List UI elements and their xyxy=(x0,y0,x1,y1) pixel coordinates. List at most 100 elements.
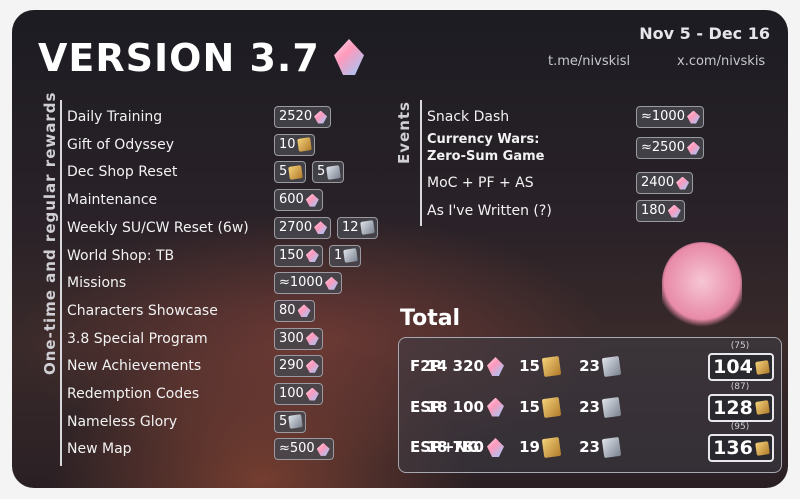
total-note: (75) xyxy=(730,341,750,351)
grand-total: 136 xyxy=(708,434,774,462)
reward-amount: 2700 xyxy=(279,219,313,235)
reward-amount: 12 xyxy=(342,219,359,235)
total-label: F2P xyxy=(410,357,442,375)
grand-total-value: 104 xyxy=(713,356,753,378)
jade-icon xyxy=(316,442,330,456)
reward-label: Gift of Odyssey xyxy=(67,136,174,153)
total-heading: Total xyxy=(400,306,461,331)
reward-badge: ≈500 xyxy=(274,438,334,461)
reward-amount: 600 xyxy=(279,192,304,208)
event-label: Snack Dash xyxy=(427,109,510,125)
total-spec: 23 xyxy=(579,357,600,375)
reward-amount: 5 xyxy=(279,164,288,180)
reward-amount: 5 xyxy=(279,413,288,429)
card: VERSION 3.7 Nov 5 - Dec 16 t.me/nivskisl… xyxy=(12,10,788,488)
reward-badge: 2400 xyxy=(636,172,694,194)
reward-badge: 12 xyxy=(337,216,378,239)
jade-icon xyxy=(305,193,319,207)
jade-icon xyxy=(334,39,365,75)
reward-badge: 180 xyxy=(636,200,685,222)
reward-label: Nameless Glory xyxy=(67,413,178,430)
grand-total-value: 128 xyxy=(713,396,753,419)
reward-amount: 180 xyxy=(641,203,666,218)
character-art xyxy=(662,242,742,330)
icon-wrap xyxy=(487,357,504,380)
jade-icon xyxy=(324,276,338,290)
jade-icon xyxy=(676,176,690,190)
reward-label: Weekly SU/CW Reset (6w) xyxy=(67,219,249,236)
grand-total: 128 xyxy=(708,393,774,422)
reward-badge: 150 xyxy=(274,244,323,267)
telegram-link[interactable]: t.me/nivskisl xyxy=(548,54,631,69)
reward-label: Characters Showcase xyxy=(67,302,218,319)
grand-total: 104 xyxy=(708,353,774,381)
reward-badge: 100 xyxy=(274,383,323,405)
spec-icon xyxy=(601,436,622,459)
total-note: (87) xyxy=(730,381,750,392)
title: VERSION 3.7 xyxy=(38,36,365,80)
jade-icon xyxy=(314,221,328,235)
reward-badge: ≈1000 xyxy=(274,272,342,295)
jade-icon xyxy=(305,359,319,373)
event-label: Currency Wars: Zero-Sum Game xyxy=(427,131,544,165)
icon-wrap xyxy=(601,436,622,461)
reward-amount: ≈500 xyxy=(279,441,315,457)
total-pass: 15 xyxy=(519,357,540,375)
grand-total-value: 136 xyxy=(713,437,753,459)
rewards-heading: One-time and regular rewards xyxy=(41,91,59,375)
total-label: ESP xyxy=(410,397,443,416)
event-label: As I've Written (?) xyxy=(427,203,552,219)
reward-amount: 2400 xyxy=(641,175,675,190)
total-jade: 18 780 xyxy=(426,438,484,456)
reward-badge: 80 xyxy=(274,299,315,322)
reward-badge: 2520 xyxy=(274,106,332,128)
jade-icon xyxy=(686,141,700,155)
total-jade: 18 100 xyxy=(426,397,484,416)
reward-label: Maintenance xyxy=(67,192,158,209)
total-pass: 19 xyxy=(519,438,540,456)
event-label-line: Zero-Sum Game xyxy=(427,149,545,164)
spec-icon xyxy=(359,220,375,236)
jade-icon xyxy=(487,438,504,457)
pass-icon xyxy=(288,165,304,180)
total-spec: 23 xyxy=(579,397,600,416)
reward-badge: ≈2500 xyxy=(636,137,704,159)
reward-amount: 100 xyxy=(279,386,304,401)
icon-wrap xyxy=(487,397,504,421)
dates: Nov 5 - Dec 16 xyxy=(639,24,770,43)
reward-label: New Achievements xyxy=(67,358,202,375)
event-label-line: Currency Wars: xyxy=(427,132,540,147)
reward-badge: 10 xyxy=(274,133,315,156)
jade-icon xyxy=(305,249,319,262)
events-heading: Events xyxy=(395,101,413,164)
reward-badge: 1 xyxy=(329,244,362,267)
jade-icon xyxy=(667,204,681,218)
spec-icon xyxy=(326,165,342,180)
pass-icon xyxy=(754,359,770,375)
reward-amount: ≈1000 xyxy=(641,109,685,124)
jade-icon xyxy=(305,332,319,346)
reward-amount: 5 xyxy=(317,164,326,180)
pass-icon xyxy=(296,137,312,153)
reward-amount: 2520 xyxy=(279,109,313,124)
spec-icon xyxy=(601,396,622,418)
jade-icon xyxy=(487,397,504,417)
reward-badge: ≈1000 xyxy=(636,106,704,128)
jade-icon xyxy=(297,304,311,318)
reward-amount: ≈2500 xyxy=(641,140,685,155)
jade-icon xyxy=(487,357,504,376)
reward-amount: ≈1000 xyxy=(279,275,323,291)
x-link[interactable]: x.com/nivskis xyxy=(677,54,766,69)
event-label: MoC + PF + AS xyxy=(427,175,534,191)
pass-icon xyxy=(754,440,770,456)
reward-label: 3.8 Special Program xyxy=(67,330,208,347)
reward-amount: 300 xyxy=(279,330,304,346)
reward-badge: 2700 xyxy=(274,216,332,239)
reward-label: Dec Shop Reset xyxy=(67,164,178,181)
events-box xyxy=(420,100,722,226)
title-text: VERSION 3.7 xyxy=(38,36,320,80)
reward-label: New Map xyxy=(67,441,132,458)
spec-icon xyxy=(343,248,359,263)
reward-label: World Shop: TB xyxy=(67,247,175,264)
icon-wrap xyxy=(487,438,504,461)
